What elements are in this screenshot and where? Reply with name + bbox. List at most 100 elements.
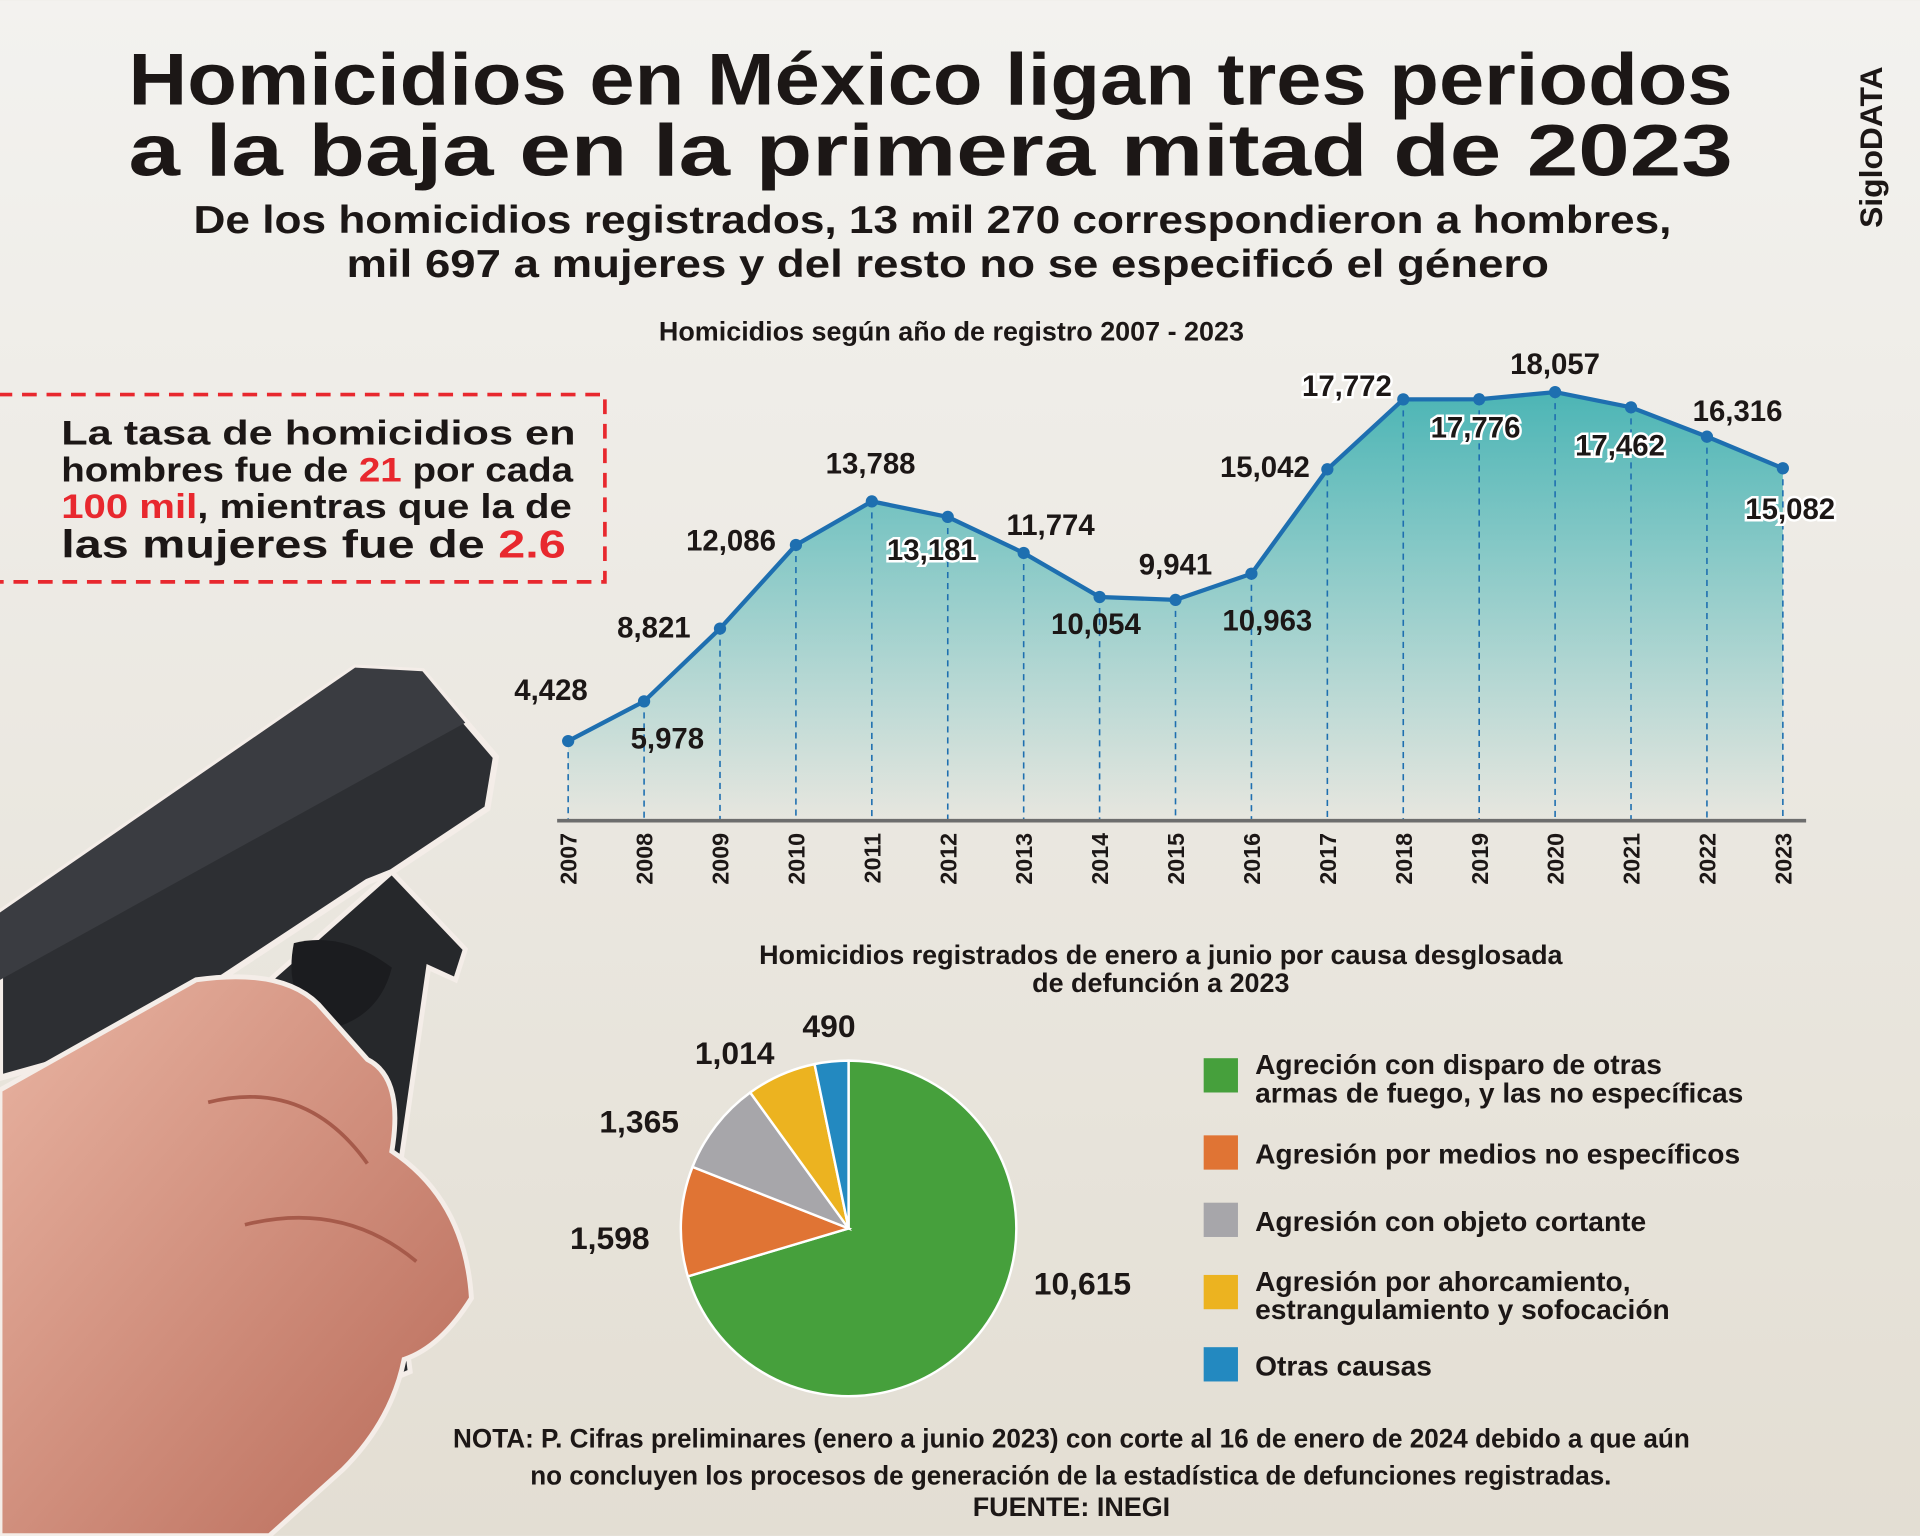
data-point bbox=[1700, 430, 1714, 443]
pie-chart: 10,615 1,598 1,365 1,014 490 bbox=[570, 1008, 1131, 1398]
pie-value-label: 1,365 bbox=[599, 1104, 679, 1140]
brand-logo: SigloDATA bbox=[1853, 66, 1889, 227]
pie-value-label: 10,615 bbox=[1034, 1265, 1131, 1301]
subtitle-line2: mil 697 a mujeres y del resto no se espe… bbox=[347, 243, 1549, 286]
data-label: 17,772 bbox=[1302, 370, 1392, 403]
legend-swatch bbox=[1203, 1347, 1238, 1382]
pie-slice bbox=[813, 1059, 850, 1229]
data-label: 11,774 bbox=[1006, 509, 1095, 542]
per-100k: 100 mil bbox=[61, 488, 197, 526]
source: FUENTE: INEGI bbox=[973, 1492, 1170, 1522]
x-tick-label: 2010 bbox=[783, 833, 809, 885]
data-label: 4,428 bbox=[514, 674, 588, 707]
data-label: 17,462 bbox=[1575, 429, 1665, 462]
data-label: 10,963 bbox=[1222, 604, 1312, 637]
x-tick-label: 2011 bbox=[859, 833, 885, 884]
data-point bbox=[865, 495, 878, 508]
pie-value-label: 1,014 bbox=[695, 1035, 775, 1071]
gun-hand-illustration bbox=[0, 664, 500, 1536]
callout-text: por cada bbox=[402, 451, 574, 489]
legend-label: Otras causas bbox=[1255, 1350, 1432, 1381]
callout-line1: La tasa de homicidios en bbox=[61, 415, 575, 453]
data-point bbox=[941, 510, 954, 524]
data-point bbox=[1321, 463, 1334, 476]
data-label: 18,057 bbox=[1510, 348, 1600, 381]
x-tick-label: 2018 bbox=[1391, 833, 1417, 885]
x-tick-label: 2016 bbox=[1239, 833, 1265, 885]
legend-label: Agreción con disparo de otras bbox=[1255, 1049, 1662, 1080]
x-tick-label: 2014 bbox=[1087, 833, 1113, 885]
note-line1: NOTA: P. Cifras preliminares (enero a ju… bbox=[453, 1424, 1690, 1454]
note-line2: no concluyen los procesos de generación … bbox=[530, 1460, 1611, 1490]
data-label: 9,941 bbox=[1139, 549, 1213, 582]
data-point bbox=[1017, 546, 1030, 560]
callout-line2: hombres fue de 21 por cada bbox=[61, 451, 574, 489]
x-tick-label: 2020 bbox=[1543, 833, 1569, 885]
callout-border bbox=[0, 392, 607, 584]
callout-text: hombres fue de bbox=[61, 451, 359, 489]
data-label: 8,821 bbox=[617, 612, 691, 645]
x-tick-label: 2022 bbox=[1695, 833, 1721, 885]
data-label: 15,082 bbox=[1745, 493, 1835, 526]
legend-label: Agresión con objeto cortante bbox=[1255, 1206, 1646, 1237]
x-tick-label: 2021 bbox=[1619, 833, 1645, 885]
data-label: 10,054 bbox=[1051, 608, 1142, 641]
pie-chart-title-line2: de defunción a 2023 bbox=[1032, 968, 1289, 998]
legend-swatch bbox=[1203, 1058, 1238, 1093]
callout-line3: 100 mil, mientras que la de bbox=[61, 488, 572, 526]
x-tick-label: 2023 bbox=[1770, 833, 1796, 885]
men-rate: 21 bbox=[359, 451, 402, 489]
x-tick-label: 2015 bbox=[1163, 833, 1189, 885]
subtitle-line1: De los homicidios registrados, 13 mil 27… bbox=[193, 199, 1671, 242]
pie-slice bbox=[679, 1165, 853, 1278]
data-label: 15,042 bbox=[1220, 451, 1310, 484]
women-rate: 2.6 bbox=[498, 523, 565, 566]
data-point bbox=[1245, 567, 1258, 580]
data-point bbox=[637, 695, 651, 708]
callout-text: las mujeres fue de bbox=[61, 523, 498, 566]
data-point bbox=[1169, 593, 1182, 607]
data-label: 12,086 bbox=[686, 524, 776, 557]
callout-line4: las mujeres fue de 2.6 bbox=[61, 523, 565, 566]
data-point bbox=[1624, 401, 1638, 414]
page-title-line2: a la baja en la primera mitad de 2023 bbox=[129, 108, 1733, 191]
pie-chart-title-line1: Homicidios registrados de enero a junio … bbox=[759, 940, 1563, 970]
data-point bbox=[1776, 462, 1789, 475]
data-point bbox=[1473, 393, 1486, 406]
data-point bbox=[562, 734, 575, 748]
x-tick-label: 2007 bbox=[556, 833, 582, 885]
pie-value-label: 1,598 bbox=[570, 1220, 650, 1256]
x-tick-label: 2013 bbox=[1011, 833, 1037, 885]
data-point bbox=[1093, 590, 1106, 604]
data-point bbox=[1397, 393, 1410, 406]
legend-label: Agresión por medios no específicos bbox=[1255, 1139, 1740, 1170]
legend-swatch bbox=[1203, 1135, 1238, 1170]
legend-swatch bbox=[1203, 1202, 1238, 1237]
data-point bbox=[1548, 385, 1562, 399]
legend-label: Agresión por ahorcamiento, bbox=[1255, 1266, 1630, 1297]
legend-swatch bbox=[1203, 1274, 1238, 1310]
legend-label: armas de fuego, y las no específicas bbox=[1255, 1077, 1743, 1108]
line-chart: 4,428 5,978 8,821 12,086 13,788 13,181 11,774 1… bbox=[514, 348, 1837, 885]
data-label: 17,776 bbox=[1431, 412, 1521, 445]
data-label: 13,181 bbox=[887, 534, 977, 567]
data-label: 13,788 bbox=[826, 448, 916, 481]
x-tick-label: 2017 bbox=[1315, 833, 1341, 885]
data-label: 16,316 bbox=[1693, 395, 1783, 428]
pie-slice bbox=[686, 1059, 1018, 1398]
pie-value-label: 490 bbox=[802, 1008, 855, 1044]
data-label: 5,978 bbox=[631, 722, 705, 755]
legend-label: estrangulamiento y sofocación bbox=[1255, 1294, 1670, 1325]
x-tick-label: 2008 bbox=[632, 833, 658, 885]
x-tick-label: 2009 bbox=[708, 833, 734, 885]
page-title-line1: Homicidios en México ligan tres periodos bbox=[129, 37, 1733, 120]
callout-box: La tasa de homicidios en hombres fue de … bbox=[0, 392, 607, 584]
data-point bbox=[713, 622, 727, 635]
data-point bbox=[789, 538, 803, 552]
callout-text: , mientras que la de bbox=[197, 488, 572, 526]
x-tick-label: 2019 bbox=[1467, 833, 1493, 885]
x-tick-label: 2012 bbox=[935, 833, 961, 885]
line-chart-title: Homicidios según año de registro 2007 - … bbox=[659, 317, 1244, 347]
